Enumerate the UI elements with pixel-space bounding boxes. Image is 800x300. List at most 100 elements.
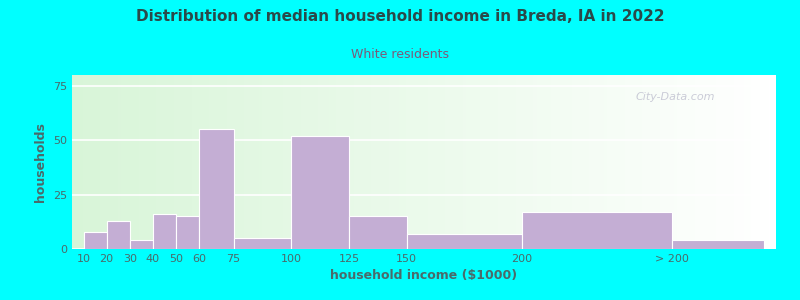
- Bar: [389, 75, 392, 249]
- Bar: [104, 75, 107, 249]
- Bar: [590, 75, 593, 249]
- Bar: [382, 75, 386, 249]
- Bar: [298, 75, 301, 249]
- Bar: [258, 75, 262, 249]
- Bar: [502, 75, 505, 249]
- Bar: [614, 75, 618, 249]
- Bar: [663, 75, 667, 249]
- Bar: [336, 75, 339, 249]
- Bar: [449, 75, 452, 249]
- Bar: [157, 75, 160, 249]
- Bar: [311, 75, 315, 249]
- Bar: [474, 75, 477, 249]
- Bar: [579, 75, 582, 249]
- Bar: [128, 75, 132, 249]
- Bar: [304, 75, 308, 249]
- Bar: [537, 75, 540, 249]
- Bar: [346, 75, 350, 249]
- Bar: [107, 75, 110, 249]
- Bar: [618, 75, 621, 249]
- Bar: [230, 75, 234, 249]
- Bar: [291, 136, 349, 249]
- Bar: [368, 75, 371, 249]
- Bar: [125, 75, 128, 249]
- Bar: [364, 75, 368, 249]
- Bar: [283, 75, 286, 249]
- Bar: [374, 75, 378, 249]
- Bar: [181, 75, 185, 249]
- Bar: [146, 75, 150, 249]
- Bar: [688, 75, 691, 249]
- Bar: [505, 75, 509, 249]
- Bar: [558, 75, 562, 249]
- Bar: [498, 75, 502, 249]
- Bar: [322, 75, 326, 249]
- Bar: [354, 75, 357, 249]
- Bar: [610, 75, 614, 249]
- Bar: [456, 75, 459, 249]
- Bar: [642, 75, 646, 249]
- Bar: [738, 75, 741, 249]
- Bar: [695, 75, 698, 249]
- Bar: [195, 75, 198, 249]
- Bar: [333, 75, 336, 249]
- Bar: [130, 240, 153, 249]
- Bar: [185, 75, 188, 249]
- Bar: [477, 75, 480, 249]
- Bar: [106, 221, 130, 249]
- Bar: [153, 75, 157, 249]
- Bar: [494, 75, 498, 249]
- Bar: [122, 75, 125, 249]
- Bar: [178, 75, 181, 249]
- Bar: [386, 75, 389, 249]
- Bar: [97, 75, 100, 249]
- Bar: [621, 75, 625, 249]
- Bar: [286, 75, 290, 249]
- Bar: [698, 75, 702, 249]
- Bar: [280, 75, 283, 249]
- Bar: [748, 75, 751, 249]
- Bar: [315, 75, 318, 249]
- Bar: [273, 75, 276, 249]
- Bar: [153, 214, 176, 249]
- Bar: [744, 75, 748, 249]
- Bar: [625, 75, 628, 249]
- Bar: [238, 75, 241, 249]
- Bar: [93, 75, 97, 249]
- Bar: [410, 75, 414, 249]
- Bar: [597, 75, 600, 249]
- Bar: [509, 75, 512, 249]
- X-axis label: household income ($1000): household income ($1000): [330, 269, 518, 282]
- Bar: [294, 75, 298, 249]
- Bar: [716, 75, 720, 249]
- Text: City-Data.com: City-Data.com: [635, 92, 714, 102]
- Bar: [751, 75, 755, 249]
- Bar: [691, 75, 695, 249]
- Bar: [656, 75, 660, 249]
- Bar: [442, 75, 445, 249]
- Bar: [357, 75, 361, 249]
- Bar: [248, 75, 251, 249]
- Bar: [114, 75, 118, 249]
- Bar: [431, 75, 434, 249]
- Bar: [139, 75, 142, 249]
- Bar: [234, 238, 291, 249]
- Bar: [399, 75, 403, 249]
- Bar: [709, 75, 713, 249]
- Bar: [188, 75, 192, 249]
- Bar: [174, 75, 178, 249]
- Bar: [245, 75, 248, 249]
- Bar: [234, 75, 238, 249]
- Bar: [241, 75, 245, 249]
- Bar: [522, 75, 526, 249]
- Bar: [681, 75, 685, 249]
- Bar: [544, 75, 547, 249]
- Bar: [646, 75, 650, 249]
- Bar: [487, 75, 491, 249]
- Bar: [572, 75, 575, 249]
- Bar: [392, 75, 396, 249]
- Bar: [672, 240, 765, 249]
- Bar: [660, 75, 663, 249]
- Bar: [142, 75, 146, 249]
- Y-axis label: households: households: [34, 122, 47, 202]
